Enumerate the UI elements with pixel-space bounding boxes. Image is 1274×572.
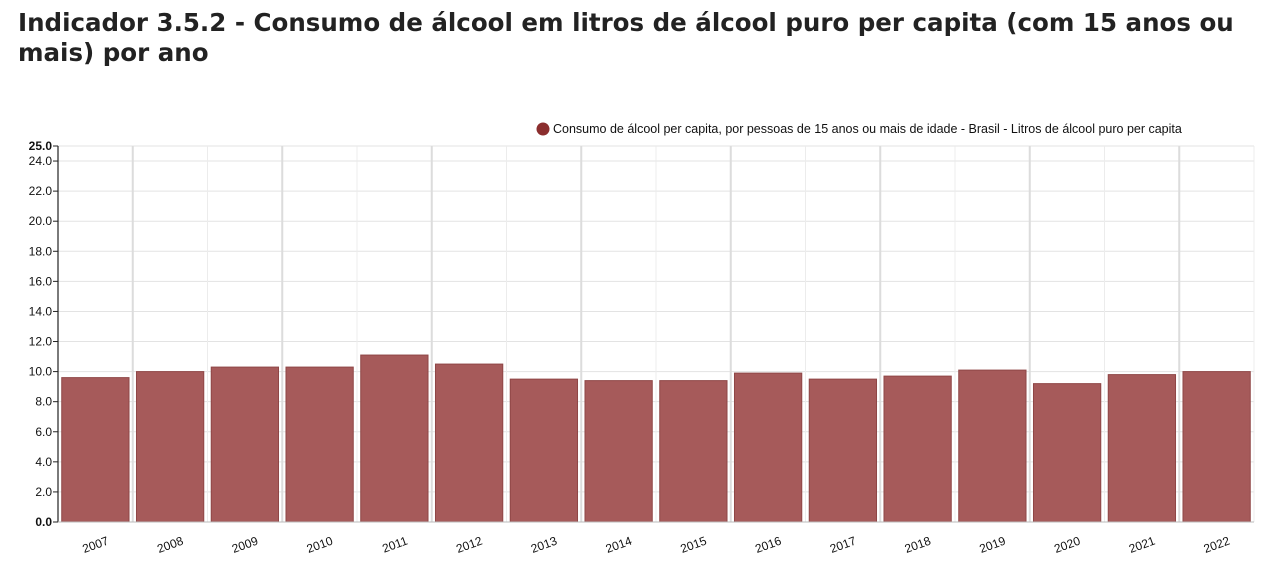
y-tick-label: 10.0	[29, 365, 53, 379]
x-tick-label: 2011	[380, 534, 409, 556]
bar-2007[interactable]	[61, 377, 130, 523]
x-tick-label: 2021	[1127, 534, 1157, 556]
x-tick-label: 2014	[604, 534, 634, 556]
x-tick-label: 2016	[753, 534, 783, 556]
x-tick-label: 2015	[679, 534, 709, 556]
legend[interactable]: Consumo de álcool per capita, por pessoa…	[536, 122, 1182, 136]
bar-2011[interactable]	[360, 354, 429, 523]
bars	[61, 354, 1251, 523]
y-tick-label: 12.0	[29, 335, 53, 349]
y-tick-label: 22.0	[29, 184, 53, 198]
y-tick-label: 2.0	[35, 485, 52, 499]
bar-2012[interactable]	[434, 363, 504, 523]
x-tick-label: 2020	[1052, 534, 1082, 556]
y-tick-label: 16.0	[29, 274, 53, 288]
x-tick-label: 2017	[828, 534, 858, 556]
x-tick-label: 2008	[155, 534, 185, 556]
x-tick-label: 2010	[305, 534, 335, 556]
bar-2015[interactable]	[659, 380, 728, 523]
y-tick-label: 0.0	[35, 515, 52, 529]
y-tick-label: 24.0	[29, 154, 53, 168]
bar-2013[interactable]	[509, 378, 579, 523]
bar-2018[interactable]	[883, 375, 952, 523]
x-tick-label: 2018	[903, 534, 933, 556]
x-tick-label: 2019	[978, 534, 1008, 556]
bar-2020[interactable]	[1032, 383, 1102, 523]
chart-title: Indicador 3.5.2 - Consumo de álcool em l…	[18, 8, 1234, 67]
x-tick-label: 2013	[529, 534, 559, 556]
y-tick-label: 8.0	[35, 395, 52, 409]
bar-2019[interactable]	[958, 369, 1027, 523]
legend-label: Consumo de álcool per capita, por pessoa…	[553, 122, 1182, 136]
y-tick-label: 6.0	[35, 425, 52, 439]
y-tick-label: 14.0	[29, 304, 53, 318]
y-tick-label: 25.0	[29, 139, 53, 153]
bar-2017[interactable]	[808, 378, 878, 523]
bar-2010[interactable]	[285, 366, 354, 523]
bar-2008[interactable]	[135, 371, 205, 523]
x-tick-label: 2009	[230, 534, 260, 556]
y-tick-label: 18.0	[29, 244, 53, 258]
bar-2021[interactable]	[1107, 374, 1177, 523]
y-tick-label: 20.0	[29, 214, 53, 228]
y-tick-label: 4.0	[35, 455, 52, 469]
x-tick-label: 2007	[81, 534, 111, 556]
bar-2016[interactable]	[733, 372, 803, 523]
bar-2009[interactable]	[210, 366, 280, 523]
legend-marker	[536, 122, 550, 136]
x-tick-label: 2012	[454, 534, 484, 556]
bar-2022[interactable]	[1182, 371, 1251, 523]
bar-2014[interactable]	[584, 380, 653, 523]
x-tick-label: 2022	[1202, 534, 1232, 556]
